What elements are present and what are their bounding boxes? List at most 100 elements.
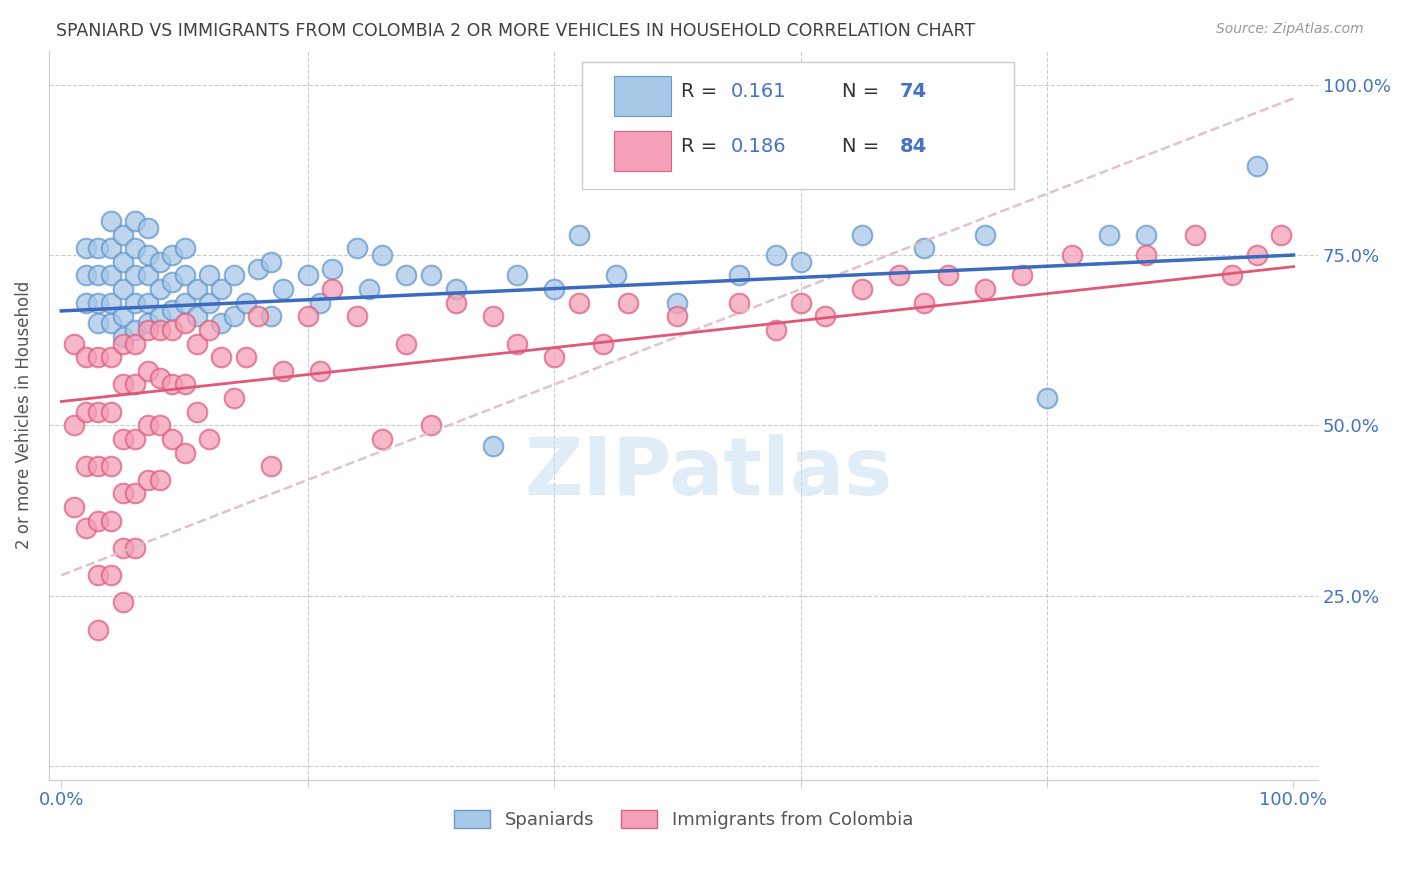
Point	[222, 391, 245, 405]
Point	[247, 310, 270, 324]
Point	[124, 377, 146, 392]
Point	[75, 405, 97, 419]
Point	[1098, 227, 1121, 242]
Point	[136, 268, 159, 283]
Point	[100, 241, 122, 255]
Point	[814, 310, 837, 324]
Point	[420, 418, 443, 433]
Point	[87, 316, 110, 330]
Point	[211, 316, 233, 330]
Point	[62, 418, 84, 433]
Point	[160, 432, 183, 446]
Point	[395, 268, 418, 283]
Point	[160, 275, 183, 289]
Point	[211, 282, 233, 296]
Point	[75, 268, 97, 283]
Point	[1184, 227, 1206, 242]
Point	[395, 336, 418, 351]
Point	[765, 248, 787, 262]
Point	[87, 514, 110, 528]
Point	[444, 282, 467, 296]
Point	[198, 268, 221, 283]
Point	[124, 323, 146, 337]
Point	[111, 486, 134, 500]
Point	[1135, 248, 1157, 262]
Point	[309, 364, 332, 378]
Point	[173, 377, 195, 392]
Point	[1270, 227, 1292, 242]
Point	[124, 295, 146, 310]
Text: 0.161: 0.161	[731, 82, 786, 101]
Point	[444, 295, 467, 310]
Point	[260, 310, 283, 324]
Point	[149, 282, 172, 296]
Point	[149, 310, 172, 324]
Point	[173, 241, 195, 255]
Point	[124, 541, 146, 555]
Text: ZIPatlas: ZIPatlas	[524, 434, 893, 513]
Point	[889, 268, 911, 283]
Point	[111, 377, 134, 392]
Point	[370, 432, 392, 446]
Point	[124, 214, 146, 228]
Point	[136, 473, 159, 487]
Point	[198, 323, 221, 337]
Point	[136, 248, 159, 262]
Point	[87, 405, 110, 419]
Point	[297, 310, 319, 324]
Point	[75, 241, 97, 255]
Point	[592, 336, 614, 351]
Point	[136, 323, 159, 337]
Point	[198, 432, 221, 446]
Point	[160, 248, 183, 262]
Point	[321, 261, 343, 276]
Point	[568, 295, 591, 310]
Text: N =: N =	[842, 82, 886, 101]
Point	[1246, 160, 1268, 174]
Point	[912, 295, 935, 310]
Point	[506, 268, 529, 283]
Point	[136, 364, 159, 378]
Point	[506, 336, 529, 351]
Point	[149, 370, 172, 384]
Point	[186, 405, 208, 419]
Point	[100, 268, 122, 283]
Point	[481, 310, 503, 324]
Point	[1246, 248, 1268, 262]
Point	[136, 316, 159, 330]
Point	[211, 350, 233, 364]
Point	[173, 316, 195, 330]
Point	[235, 350, 257, 364]
Text: R =: R =	[681, 82, 724, 101]
Point	[100, 514, 122, 528]
Point	[1011, 268, 1033, 283]
Point	[309, 295, 332, 310]
Point	[75, 350, 97, 364]
Point	[111, 336, 134, 351]
Point	[136, 418, 159, 433]
Point	[87, 459, 110, 474]
Point	[359, 282, 381, 296]
Point	[186, 336, 208, 351]
Point	[321, 282, 343, 296]
Text: Source: ZipAtlas.com: Source: ZipAtlas.com	[1216, 22, 1364, 37]
Point	[100, 459, 122, 474]
Point	[87, 295, 110, 310]
Point	[765, 323, 787, 337]
Point	[974, 227, 997, 242]
Point	[100, 214, 122, 228]
Point	[124, 268, 146, 283]
FancyBboxPatch shape	[614, 131, 671, 171]
Point	[235, 295, 257, 310]
Point	[173, 445, 195, 459]
Point	[1060, 248, 1083, 262]
Point	[111, 432, 134, 446]
Point	[111, 227, 134, 242]
Point	[370, 248, 392, 262]
Point	[136, 220, 159, 235]
Point	[543, 282, 565, 296]
Text: SPANIARD VS IMMIGRANTS FROM COLOMBIA 2 OR MORE VEHICLES IN HOUSEHOLD CORRELATION: SPANIARD VS IMMIGRANTS FROM COLOMBIA 2 O…	[56, 22, 976, 40]
Point	[1036, 391, 1059, 405]
Point	[271, 282, 294, 296]
Point	[222, 268, 245, 283]
